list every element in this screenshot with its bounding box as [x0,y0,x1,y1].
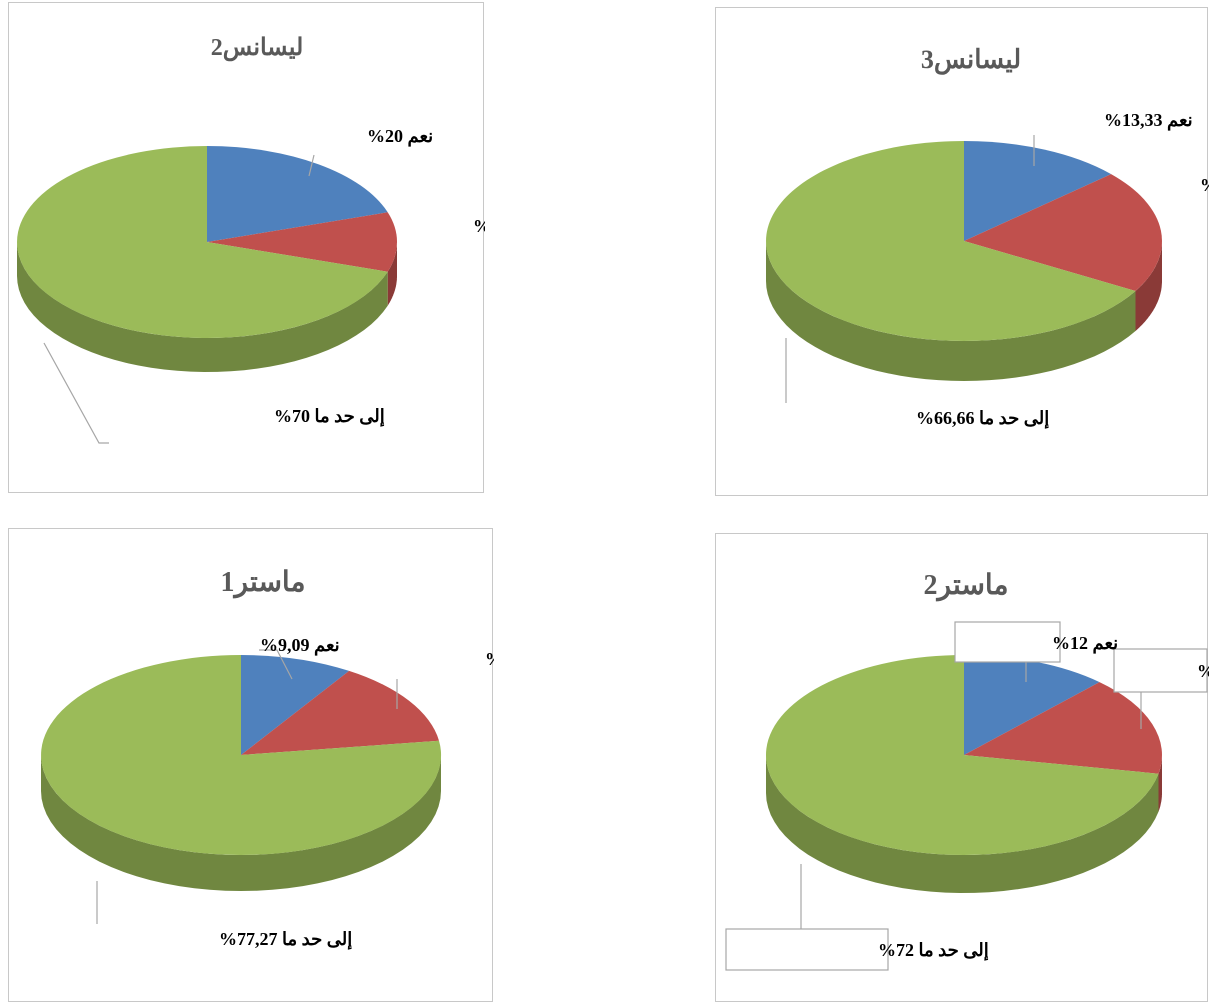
pie-slice-yes [964,655,1100,755]
pie-slice-yes [241,655,350,755]
pie-chart-licence3: ليسانس3 نعم 13,33% لا 20% إلى حد ما 66,6… [766,45,1209,429]
pie-slice-somewhat [17,146,388,338]
pie-slice-no [964,174,1162,291]
pie-slice-no [241,670,439,755]
label-yes-box [954,621,1061,663]
chart-title: ماستر1 [221,567,306,599]
pie-slice-yes [964,141,1112,241]
pie-side-somewhat [17,242,388,372]
label-somewhat: إلى حد ما 66,66% [916,408,1049,429]
pie-chart-licence2: ليسانس2 نعم 20% لا 10% إلى حد ما 70% [17,35,485,444]
pie-slice-somewhat [41,655,442,855]
pie-master2 [765,655,1162,893]
label-no: لا 13,63% [485,649,494,669]
pie-side-somewhat [766,241,1136,381]
pie-licence3 [766,141,1162,381]
pie-side-somewhat [766,755,1159,893]
chart-title: ليسانس3 [921,45,1021,75]
label-no-box [1113,648,1208,693]
chart-panel-master1: ماستر1 نعم 9,09% لا 13,63% إلى حد ما 77,… [8,528,494,1002]
label-no: لا 16% [1197,661,1209,681]
pie-slice-somewhat [765,655,1159,855]
pie-chart-master2: ماستر2 نعم 12% لا 16% إلى حد ما 72% [725,570,1209,971]
label-yes: نعم 13,33% [1104,110,1193,131]
leader-somewhat [43,342,109,444]
pie-licence2 [17,146,398,372]
label-yes: نعم 12% [1052,633,1118,654]
pie-slice-no [207,212,398,272]
label-yes: نعم 9,09% [260,635,340,656]
label-somewhat: إلى حد ما 72% [878,940,989,961]
chart-panel-licence2: ليسانس2 نعم 20% لا 10% إلى حد ما 70% [8,2,485,493]
pie-slice-no [964,682,1162,774]
pie-slice-somewhat [766,141,1136,341]
label-no: لا 20% [1200,175,1209,195]
label-somewhat: إلى حد ما 70% [274,406,385,427]
chart-panel-master2: ماستر2 نعم 12% لا 16% إلى حد ما 72% [715,533,1209,1002]
pie-side-no [387,242,397,306]
pie-side-no [1158,755,1162,812]
label-somewhat: إلى حد ما 77,27% [219,929,352,950]
pie-side-somewhat [41,755,441,891]
leader-yes [259,649,293,680]
pie-side-no [1135,241,1162,331]
chart-title: ماستر2 [924,570,1009,602]
pie-chart-master1: ماستر1 نعم 9,09% لا 13,63% إلى حد ما 77,… [41,567,494,950]
pie-master1 [41,655,442,891]
chart-panel-licence3: ليسانس3 نعم 13,33% لا 20% إلى حد ما 66,6… [715,7,1209,496]
leader-yes [308,154,315,177]
label-no: لا 10% [473,216,485,236]
label-yes: نعم 20% [367,126,433,147]
chart-title: ليسانس2 [211,35,304,62]
pie-slice-yes [207,146,388,242]
label-somewhat-box [725,928,889,971]
